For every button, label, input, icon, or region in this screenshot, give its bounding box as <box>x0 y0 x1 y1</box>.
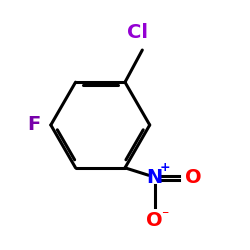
Text: O: O <box>146 212 163 231</box>
Text: N: N <box>146 168 163 187</box>
Text: +: + <box>160 161 170 174</box>
Text: Cl: Cl <box>127 23 148 42</box>
Text: F: F <box>27 116 40 134</box>
Text: O: O <box>185 168 201 187</box>
Text: ⁻: ⁻ <box>161 208 168 222</box>
